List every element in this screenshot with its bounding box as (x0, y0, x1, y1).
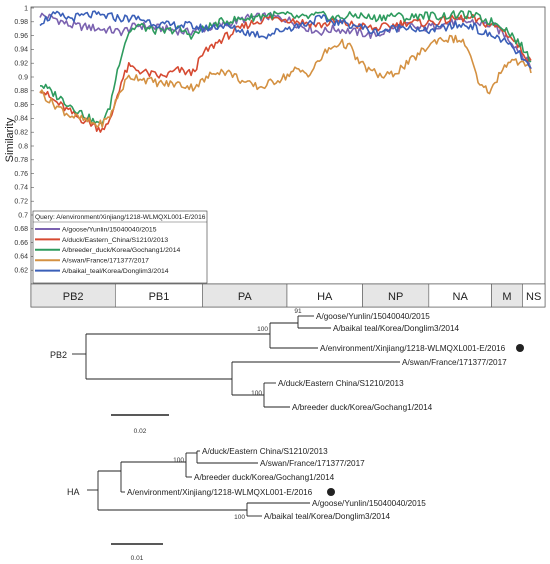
y-tick-label: 0.66 (14, 240, 28, 247)
pb2-tree: PB2 A/goose/Yunlin/15040040/2015 A/baika… (50, 308, 524, 435)
legend-item-label: A/goose/Yunlin/15040040/2015 (62, 226, 157, 233)
y-tick-label: 0.96 (14, 33, 28, 40)
y-tick-label: 0.62 (14, 268, 28, 275)
query-marker (327, 488, 335, 496)
y-tick-label: 0.74 (14, 185, 28, 192)
ha-leaf-label: A/breeder duck/Korea/Gochang1/2014 (194, 473, 335, 482)
segment-label: M (502, 291, 511, 303)
bootstrap-label: 100 (251, 390, 262, 397)
series-line (39, 10, 532, 69)
pb2-leaf-label: A/goose/Yunlin/15040040/2015 (316, 312, 430, 321)
bootstrap-label: 100 (234, 514, 245, 521)
y-tick-label: 0.7 (18, 212, 28, 219)
y-tick-label: 0.98 (14, 19, 28, 26)
bootstrap-label: 100 (257, 326, 268, 333)
y-tick-label: 0.84 (14, 116, 28, 123)
segment-label: NA (453, 291, 469, 303)
y-tick-label: 0.78 (14, 157, 28, 164)
y-tick-label: 0.86 (14, 102, 28, 109)
legend: Query: A/environment/Xinjiang/1218-WLMQX… (32, 210, 208, 284)
y-tick-label: 0.9 (18, 74, 28, 81)
segment-label: HA (317, 291, 333, 303)
series-line (39, 34, 532, 128)
ha-tree-root-label: HA (67, 487, 80, 497)
query-marker (516, 344, 524, 352)
pb2-leaf-label: A/baikal teal/Korea/Donglim3/2014 (333, 324, 460, 333)
y-tick-label: 0.72 (14, 199, 28, 206)
y-tick-label: 1 (24, 5, 28, 12)
ha-leaf-label: A/goose/Yunlin/15040040/2015 (312, 499, 426, 508)
ha-tree-branches (87, 450, 310, 517)
scale-label: 0.02 (134, 428, 147, 435)
legend-item-label: A/duck/Eastern_China/S1210/2013 (62, 237, 168, 244)
y-axis-label: Similarity (4, 117, 16, 162)
y-tick-label: 0.68 (14, 226, 28, 233)
y-tick-label: 0.88 (14, 88, 28, 95)
ha-leaf-label: A/duck/Eastern China/S1210/2013 (202, 447, 328, 456)
legend-item-label: A/swan/France/171377/2017 (62, 258, 149, 265)
y-tick-label: 0.64 (14, 254, 28, 261)
segment-label: NP (388, 291, 403, 303)
segment-label: PB1 (149, 291, 170, 303)
legend-query-label: Query: A/environment/Xinjiang/1218-WLMQX… (35, 214, 206, 221)
ha-leaf-label: A/environment/Xinjiang/1218-WLMQXL001-E/… (127, 488, 313, 497)
y-tick-label: 0.82 (14, 130, 28, 137)
plot-lines (39, 10, 532, 133)
y-ticks: 0.62 0.64 0.66 0.68 0.7 0.72 0.74 0.76 0.78 0.8 0.… (14, 5, 34, 275)
y-tick-label: 0.76 (14, 171, 28, 178)
pb2-leaf-label: A/duck/Eastern China/S1210/2013 (278, 379, 404, 388)
series-line (39, 10, 532, 125)
segment-bar: PB2 PB1 PA HA NP NA M NS (30, 283, 546, 308)
segment-label: NS (526, 291, 541, 303)
bootstrap-label: 100 (173, 457, 184, 464)
bootstrap-label: 91 (294, 308, 302, 315)
segment-label: PA (238, 291, 253, 303)
y-tick-label: 0.92 (14, 61, 28, 68)
legend-box (32, 210, 208, 284)
ha-leaf-label: A/swan/France/171377/2017 (260, 459, 365, 468)
y-tick-label: 0.8 (18, 143, 28, 150)
y-tick-label: 0.94 (14, 47, 28, 54)
legend-item-label: A/baikal_teal/Korea/Donglim3/2014 (62, 268, 169, 275)
segment-cell (522, 283, 546, 308)
pb2-leaf-label: A/environment/Xinjiang/1218-WLMQXL001-E/… (320, 344, 506, 353)
legend-item-label: A/breeder_duck/Korea/Gochang1/2014 (62, 247, 180, 254)
scale-label: 0.01 (131, 555, 144, 562)
ha-tree: HA A/duck/Eastern China/S1210/2013 A/swa… (67, 447, 426, 562)
pb2-leaf-label: A/swan/France/171377/2017 (402, 358, 507, 367)
segment-label: PB2 (63, 291, 84, 303)
pb2-tree-branches (72, 315, 400, 408)
pb2-tree-root-label: PB2 (50, 350, 67, 360)
ha-leaf-label: A/baikal teal/Korea/Donglim3/2014 (264, 512, 391, 521)
series-line (39, 13, 532, 133)
pb2-leaf-label: A/breeder duck/Korea/Gochang1/2014 (292, 403, 433, 412)
